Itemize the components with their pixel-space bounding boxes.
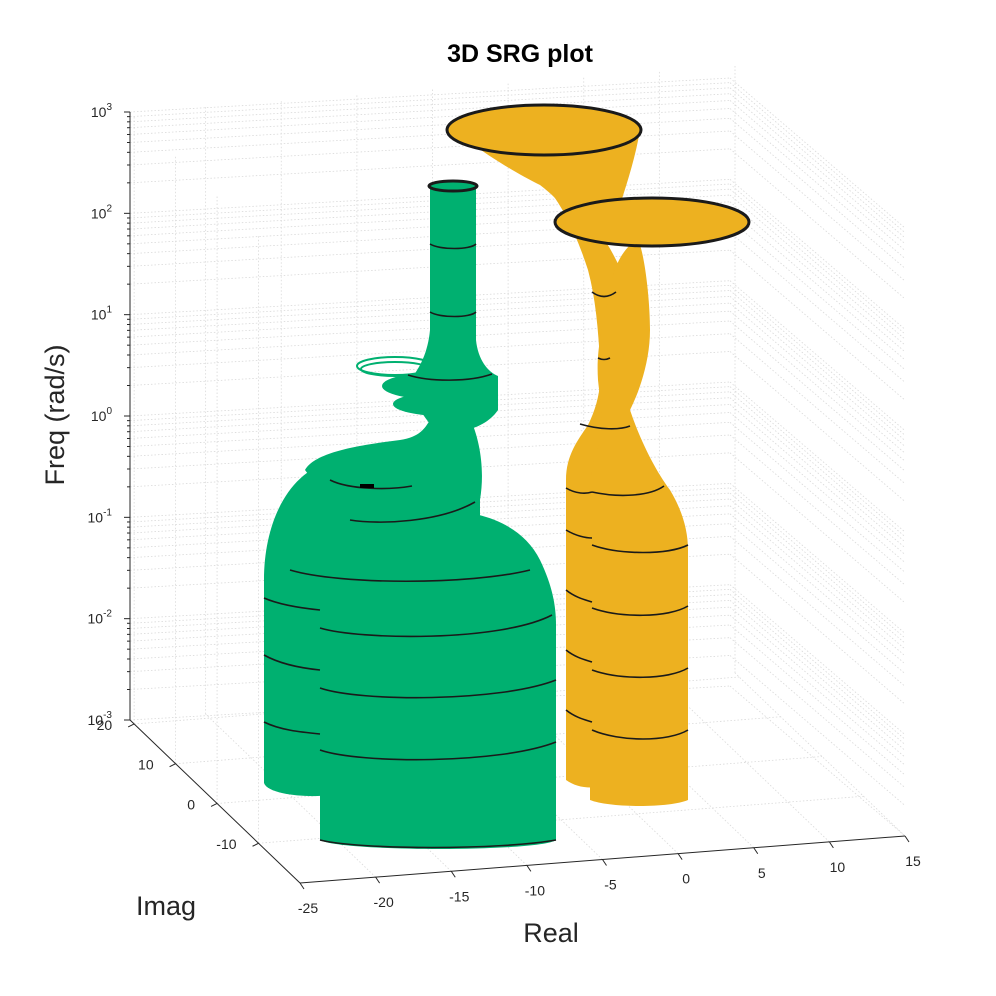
- green-ripple-2: [360, 361, 430, 377]
- yellow-ring: [591, 291, 617, 298]
- yellow-ring: [591, 605, 689, 617]
- z-tick-label: 103: [91, 102, 113, 120]
- green-ripple-4: [393, 392, 497, 416]
- z-tick-label: 100: [91, 406, 113, 424]
- svg-text:100: 100: [91, 406, 113, 424]
- y-tick-label: -10: [216, 836, 236, 852]
- svg-text:103: 103: [91, 102, 113, 120]
- z-tick-label: 102: [91, 203, 113, 221]
- yellow-ring: [565, 529, 593, 539]
- yellow-ring: [591, 729, 689, 740]
- green-body-right: [320, 510, 556, 849]
- yellow-ring: [597, 357, 611, 361]
- green-ring: [319, 741, 557, 761]
- x-tick-label: 10: [830, 859, 846, 875]
- x-tick-label: 0: [682, 871, 690, 887]
- green-shoulder: [305, 418, 482, 523]
- svg-text:101: 101: [91, 305, 113, 323]
- green-top-cap: [427, 179, 479, 193]
- yellow-ring: [591, 544, 689, 554]
- green-ring: [263, 721, 321, 735]
- green-marker: [360, 484, 374, 488]
- x-tick-label: -5: [604, 877, 617, 893]
- z-axis-label: Freq (rad/s): [40, 344, 70, 485]
- green-ring: [329, 479, 413, 490]
- x-tick-label: -15: [449, 888, 469, 904]
- green-ring: [263, 654, 321, 671]
- z-tick-label: 101: [91, 305, 113, 323]
- z-tick-labels: 10-3 10-2 10-1 100 101 102 103: [88, 102, 113, 728]
- y-axis-label: Imag: [136, 891, 196, 921]
- yellow-ring: [565, 589, 593, 603]
- svg-text:10-2: 10-2: [88, 609, 113, 627]
- x-tick-label: 5: [758, 865, 766, 881]
- y-tick-labels: 20 10 0 -10: [97, 717, 237, 852]
- green-body-left-lower: [264, 620, 330, 797]
- green-ring: [319, 614, 553, 638]
- green-ring: [429, 243, 477, 250]
- y-tick-label: 10: [138, 757, 154, 773]
- y-axis-line: [129, 719, 301, 884]
- yellow-ring: [565, 649, 593, 663]
- yellow-ring: [565, 487, 593, 494]
- x-tick-labels: -25 -20 -15 -10 -5 0 5 10 15: [298, 853, 921, 916]
- y-tick-label: 0: [187, 796, 195, 812]
- green-ring: [407, 373, 493, 381]
- x-tick-label: -10: [525, 882, 545, 898]
- yellow-ring: [591, 667, 689, 679]
- green-ring: [289, 569, 531, 583]
- green-surface: [263, 179, 557, 849]
- green-ring: [319, 679, 557, 699]
- x-axis-label: Real: [523, 918, 579, 948]
- green-ring: [429, 311, 477, 318]
- yellow-ring: [579, 423, 631, 430]
- green-ring: [349, 501, 476, 523]
- yellow-surface: [445, 103, 751, 806]
- green-ring: [263, 597, 321, 611]
- svg-text:10-1: 10-1: [88, 507, 113, 525]
- x-tick-label: -20: [374, 894, 394, 910]
- tick-marks: [124, 111, 910, 890]
- chart-title: 3D SRG plot: [447, 40, 594, 68]
- z-tick-label: 10-3: [88, 710, 113, 728]
- yellow-column-right: [590, 245, 688, 806]
- z-tick-label: 10-2: [88, 609, 113, 627]
- x-tick-label: 15: [905, 853, 921, 869]
- z-tick-label: 10-1: [88, 507, 113, 525]
- svg-text:10-3: 10-3: [88, 710, 113, 728]
- yellow-lower-disk: [553, 196, 751, 248]
- green-ring: [319, 839, 557, 849]
- yellow-ring: [591, 485, 665, 497]
- yellow-upper-disk: [445, 103, 643, 157]
- svg-text:102: 102: [91, 203, 113, 221]
- y-tick-label: 20: [97, 717, 113, 733]
- yellow-ring: [565, 709, 593, 723]
- x-tick-label: -25: [298, 900, 318, 916]
